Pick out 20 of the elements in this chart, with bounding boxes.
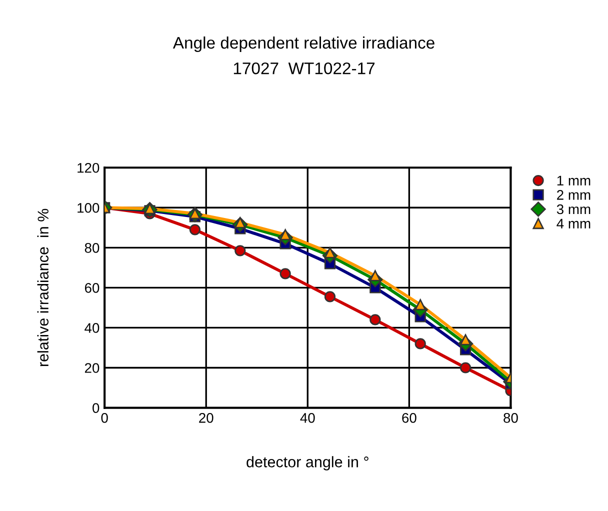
x-tick-label: 40 [300, 413, 315, 423]
y-tick-label: 20 [84, 363, 100, 373]
y-tick-label: 0 [92, 403, 100, 413]
x-tick-label: 0 [101, 413, 108, 423]
y-tick-label: 60 [84, 283, 100, 293]
legend-label: 1 mm [557, 176, 590, 186]
legend-label: 4 mm [556, 218, 590, 228]
y-axis-title: relative irradiance in % [37, 208, 49, 366]
legend-label: 2 mm [557, 190, 590, 200]
chart-subtitle: 17027 WT1022-17 [234, 62, 375, 74]
x-axis-title: detector angle in ° [246, 456, 368, 470]
y-tick-label: 80 [84, 243, 100, 253]
x-tick-label: 60 [402, 413, 416, 423]
x-tick-label: 20 [199, 413, 214, 423]
x-tick-label: 80 [504, 413, 518, 423]
y-tick-label: 120 [78, 162, 100, 173]
y-tick-label: 40 [84, 323, 100, 333]
legend-label: 3 mm [556, 204, 590, 214]
y-tick-label: 100 [78, 202, 100, 213]
chart-title: Angle dependent relative irradiance [172, 36, 434, 52]
